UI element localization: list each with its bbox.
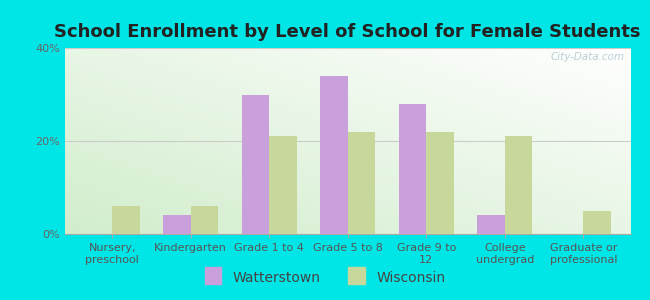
Bar [190,206,218,234]
Bar [399,104,426,234]
Bar [348,132,375,234]
Bar [584,211,611,234]
Text: City-Data.com: City-Data.com [551,52,625,62]
Bar [320,76,348,234]
Bar [269,136,296,234]
Bar [163,215,190,234]
Bar [426,132,454,234]
Bar [505,136,532,234]
Bar [477,215,505,234]
Bar [112,206,140,234]
Bar [242,94,269,234]
Title: School Enrollment by Level of School for Female Students: School Enrollment by Level of School for… [55,23,641,41]
Legend: Watterstown, Wisconsin: Watterstown, Wisconsin [199,264,451,290]
